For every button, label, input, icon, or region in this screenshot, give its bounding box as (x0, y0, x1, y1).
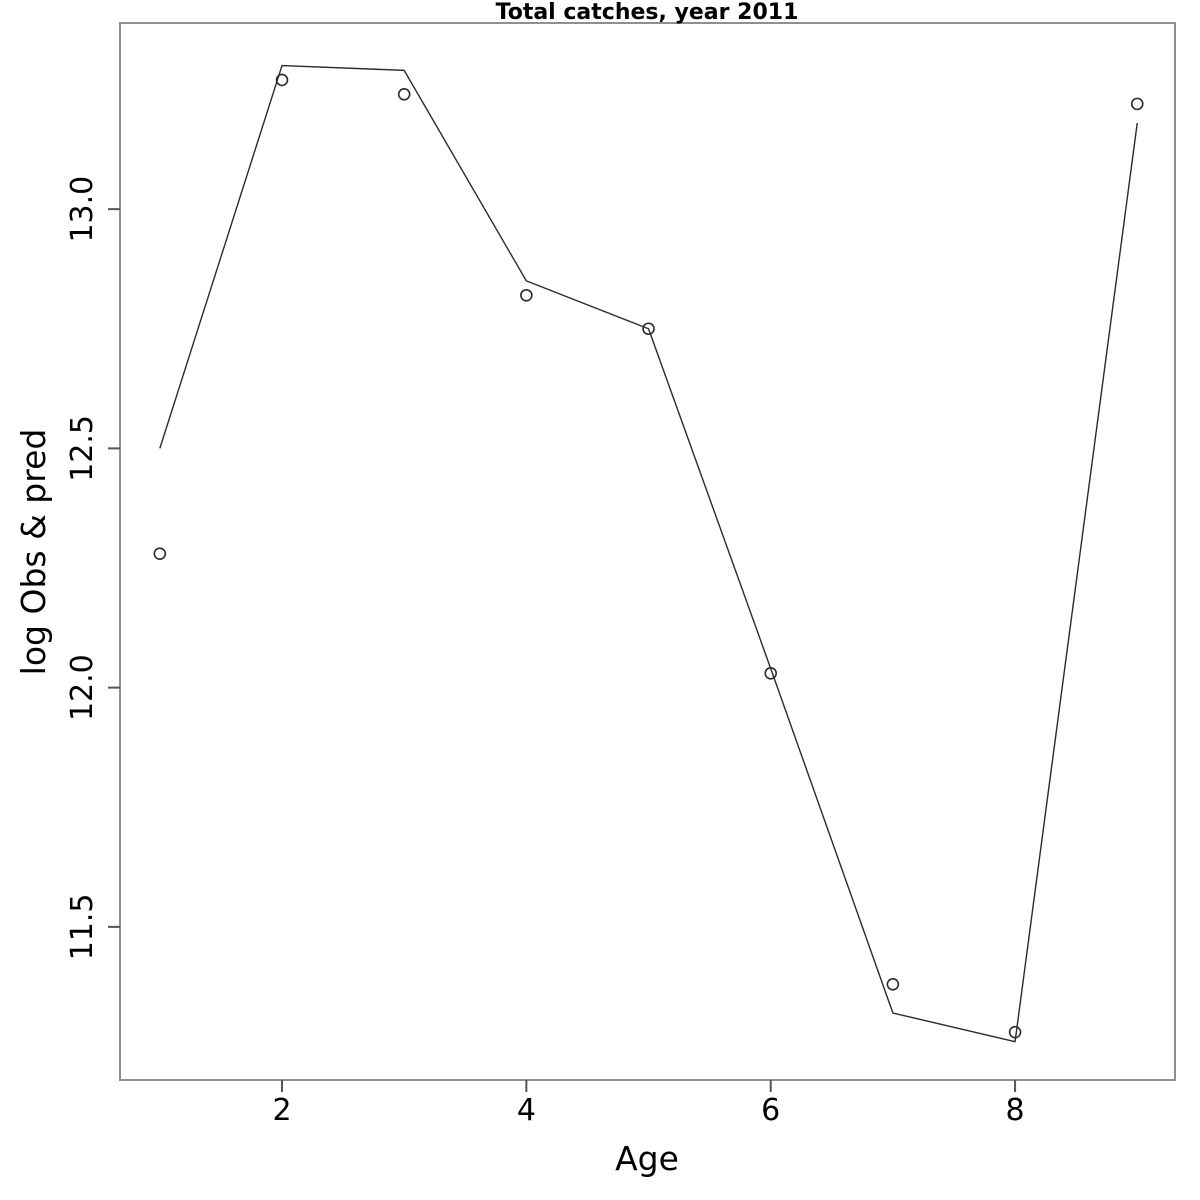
y-tick-label: 12.5 (65, 415, 100, 482)
x-tick-label: 8 (1006, 1093, 1025, 1128)
x-tick-label: 4 (517, 1093, 536, 1128)
y-tick-label: 11.5 (65, 893, 100, 960)
observation-point (1008, 1025, 1022, 1039)
y-axis: 11.5 12.0 12.5 13.0 (65, 176, 120, 960)
observation-point (1130, 97, 1144, 111)
x-axis-label: Age (615, 1139, 679, 1178)
observation-point-series (153, 73, 1144, 1039)
observation-point (275, 73, 289, 87)
x-axis: 2 4 6 8 (272, 1080, 1025, 1128)
plot-area-frame (119, 22, 1176, 1081)
observation-point (153, 547, 167, 560)
observation-point (642, 322, 655, 336)
y-axis-label: log Obs & pred (14, 429, 53, 676)
chart-title: Total catches, year 2011 (496, 0, 799, 25)
observation-point (397, 87, 411, 101)
observation-point (886, 978, 900, 991)
prediction-line-series (159, 64, 1138, 1043)
observation-point (764, 666, 778, 680)
observation-point (520, 288, 533, 302)
x-tick-label: 6 (761, 1093, 780, 1128)
x-tick-label: 2 (272, 1093, 291, 1128)
prediction-line (159, 64, 1138, 1043)
y-tick-label: 13.0 (65, 176, 100, 243)
y-tick-label: 12.0 (65, 654, 100, 721)
